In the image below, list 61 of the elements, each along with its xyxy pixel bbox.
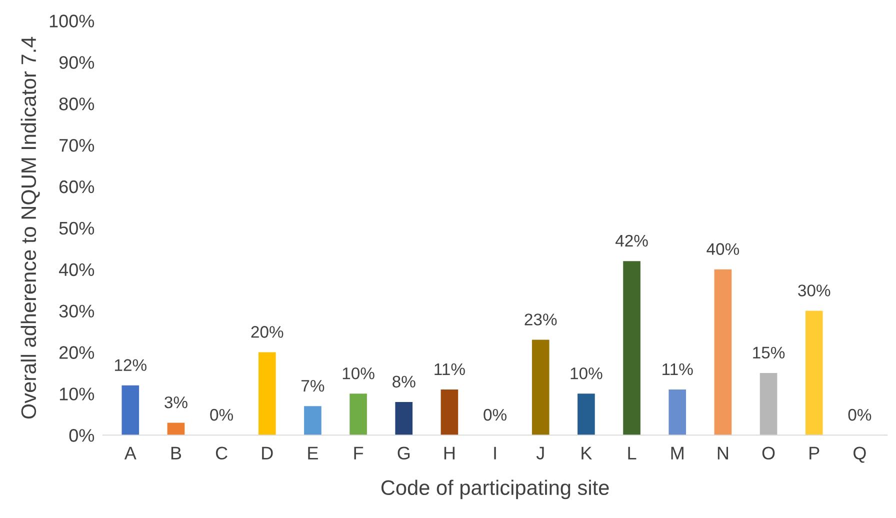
y-tick-label: 80% xyxy=(59,98,94,110)
data-label: 10% xyxy=(342,367,374,380)
data-label: 0% xyxy=(848,408,872,421)
x-tick-label: G xyxy=(398,446,410,460)
data-label: 7% xyxy=(302,380,324,392)
data-label: 0% xyxy=(484,408,506,421)
x-tick-label: H xyxy=(444,446,455,460)
bar xyxy=(578,394,595,436)
data-label: 11% xyxy=(662,363,693,376)
y-tick-label: 90% xyxy=(59,56,94,69)
y-tick-label: 20% xyxy=(59,346,94,359)
x-tick-label: A xyxy=(124,446,136,460)
x-tick-label: O xyxy=(762,446,775,460)
y-tick-label: 40% xyxy=(58,263,94,276)
x-tick-label: E xyxy=(308,446,318,460)
bar xyxy=(532,340,550,436)
x-tick-label: P xyxy=(810,446,820,460)
x-tick-label: D xyxy=(262,446,273,460)
bar xyxy=(258,352,276,436)
x-axis-title: Code of participating site xyxy=(381,480,609,500)
bar xyxy=(668,390,686,436)
x-tick-label: C xyxy=(216,446,228,460)
y-tick-label: 30% xyxy=(59,304,94,318)
x-tick-label: J xyxy=(536,446,544,460)
bar xyxy=(350,394,367,436)
data-label: 12% xyxy=(114,359,146,371)
bar xyxy=(167,422,185,436)
bar xyxy=(805,310,823,436)
bar xyxy=(304,406,322,436)
bar xyxy=(395,402,413,436)
y-tick-label: 70% xyxy=(59,138,94,152)
data-label: 40% xyxy=(706,243,740,255)
bar xyxy=(714,269,732,436)
y-tick-label: 50% xyxy=(59,222,94,235)
y-tick-label: 100% xyxy=(50,14,94,28)
data-label: 3% xyxy=(164,396,188,408)
data-label: 10% xyxy=(570,367,602,380)
y-tick-label: 10% xyxy=(60,388,94,400)
x-tick-label: I xyxy=(494,446,496,460)
bar xyxy=(122,385,140,436)
x-tick-label: Q xyxy=(854,446,866,463)
y-tick-label: 60% xyxy=(59,180,94,194)
data-label: 11% xyxy=(434,363,465,376)
bar xyxy=(440,390,458,436)
data-label: 15% xyxy=(753,346,785,359)
data-label: 8% xyxy=(392,376,416,388)
x-tick-label: K xyxy=(582,446,592,460)
bar xyxy=(760,372,778,436)
data-label: 23% xyxy=(524,314,557,326)
x-tick-label: B xyxy=(171,446,182,460)
data-label: 30% xyxy=(798,284,830,296)
x-tick-label: M xyxy=(671,446,684,460)
y-tick-label: 0% xyxy=(69,429,94,442)
bar xyxy=(623,261,640,436)
data-label: 20% xyxy=(251,326,284,338)
x-tick-label: N xyxy=(718,446,728,460)
x-tick-label: L xyxy=(628,446,636,460)
y-axis-title: Overall adherence to NQUM Indicator 7.4 xyxy=(20,36,40,419)
x-tick-label: F xyxy=(354,446,364,460)
data-label: 0% xyxy=(210,408,234,421)
data-label: 42% xyxy=(615,234,648,247)
